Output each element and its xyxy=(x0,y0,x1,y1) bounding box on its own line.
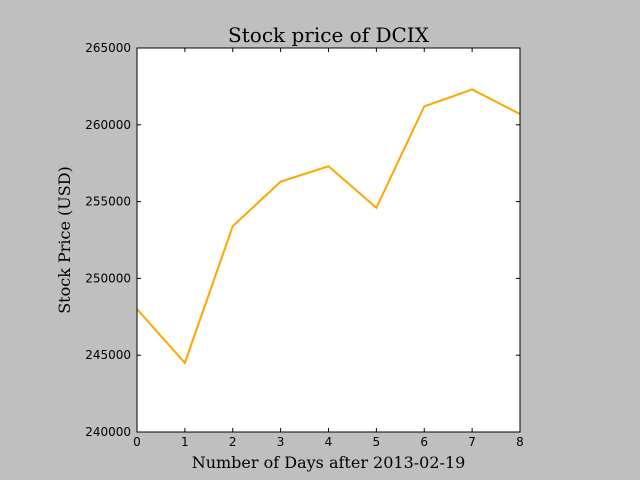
x-tick-label-0: 0 xyxy=(133,435,141,449)
x-tick-label-7: 7 xyxy=(468,435,476,449)
x-tick-label-5: 5 xyxy=(373,435,381,449)
x-tick-label-2: 2 xyxy=(229,435,237,449)
chart-title: Stock price of DCIX xyxy=(228,23,430,47)
y-tick-label-4: 260000 xyxy=(85,118,131,132)
series-layer xyxy=(136,88,521,365)
y-tick-label-5: 265000 xyxy=(85,41,131,55)
y-tick-label-1: 245000 xyxy=(85,348,131,362)
y-tick-label-0: 240000 xyxy=(85,425,131,439)
x-tick-label-6: 6 xyxy=(420,435,428,449)
series-line-0 xyxy=(136,88,521,365)
y-tick-label-3: 255000 xyxy=(85,195,131,209)
plot-frame xyxy=(136,47,521,433)
x-axis-label: Number of Days after 2013-02-19 xyxy=(192,453,466,472)
plot-area xyxy=(137,48,520,432)
x-tick-label-3: 3 xyxy=(277,435,285,449)
y-axis-label: Stock Price (USD) xyxy=(55,166,74,314)
x-tick-label-1: 1 xyxy=(181,435,189,449)
x-tick-label-4: 4 xyxy=(325,435,333,449)
x-tick-label-8: 8 xyxy=(516,435,524,449)
y-tick-label-2: 250000 xyxy=(85,271,131,285)
